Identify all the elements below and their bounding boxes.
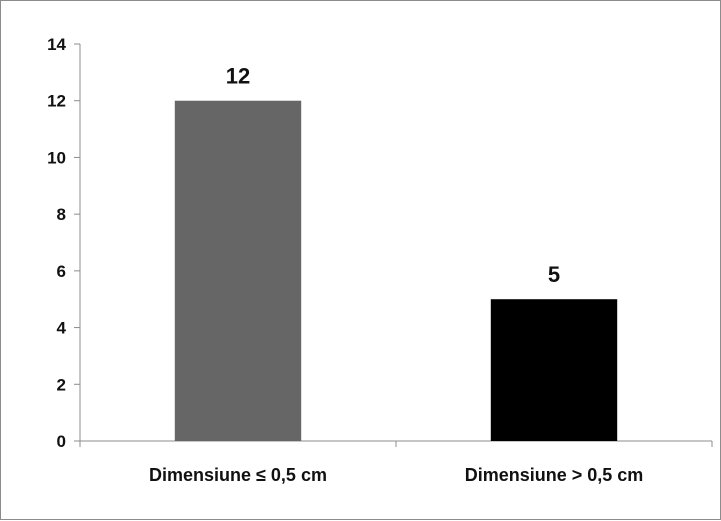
x-category-label: Dimensiune ≤ 0,5 cm <box>149 465 327 485</box>
y-tick-label: 10 <box>47 148 66 167</box>
bar-value-label: 5 <box>548 262 560 287</box>
y-axis: 0 2 4 6 8 10 12 14 <box>47 35 81 451</box>
bar <box>490 299 618 441</box>
y-tick-label: 6 <box>57 262 66 281</box>
y-tick-label: 12 <box>47 92 66 111</box>
y-tick-label: 4 <box>57 319 67 338</box>
x-axis: Dimensiune ≤ 0,5 cm Dimensiune > 0,5 cm <box>79 440 713 485</box>
x-category-label: Dimensiune > 0,5 cm <box>465 465 644 485</box>
y-tick-label: 2 <box>57 375 66 394</box>
y-tick-label: 8 <box>57 205 66 224</box>
data-labels: 12 5 <box>226 64 560 288</box>
bar <box>174 100 302 441</box>
bar-value-label: 12 <box>226 64 250 89</box>
y-tick-label: 0 <box>57 432 66 451</box>
y-tick-label: 14 <box>47 35 66 54</box>
bars <box>174 100 618 441</box>
